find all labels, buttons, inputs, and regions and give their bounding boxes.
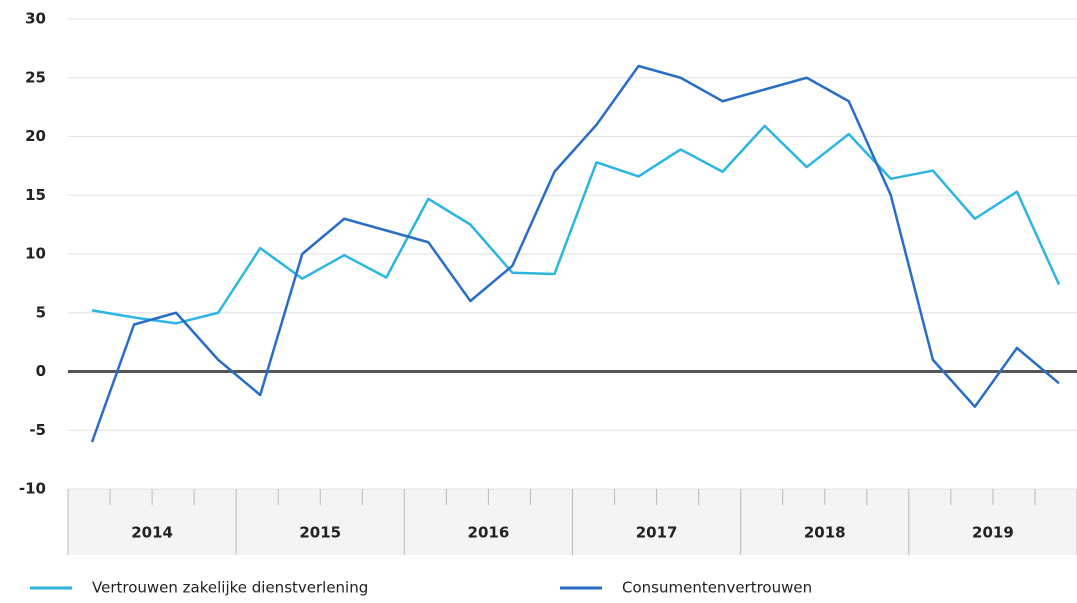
- x-tick-label: 2019: [972, 524, 1014, 542]
- series-line: [91, 124, 1061, 325]
- y-tick-label: 30: [25, 10, 46, 28]
- y-tick-label: 25: [25, 68, 46, 86]
- y-tick-label: 15: [25, 186, 46, 204]
- series-line: [90, 64, 1060, 443]
- x-tick-label: 2017: [636, 524, 678, 542]
- x-tick-label: 2018: [804, 524, 846, 542]
- y-tick-label: -5: [29, 421, 46, 439]
- y-tick-label: 20: [25, 127, 46, 145]
- legend-label: Consumentenvertrouwen: [622, 579, 812, 597]
- x-tick-label: 2015: [299, 524, 341, 542]
- x-tick-label: 2014: [131, 524, 173, 542]
- legend-label: Vertrouwen zakelijke dienstverlening: [92, 579, 368, 597]
- y-tick-label: 10: [25, 245, 46, 263]
- y-tick-label: 5: [36, 303, 46, 321]
- x-tick-label: 2016: [468, 524, 510, 542]
- y-tick-label: -10: [19, 480, 46, 498]
- y-tick-label: 0: [36, 362, 46, 380]
